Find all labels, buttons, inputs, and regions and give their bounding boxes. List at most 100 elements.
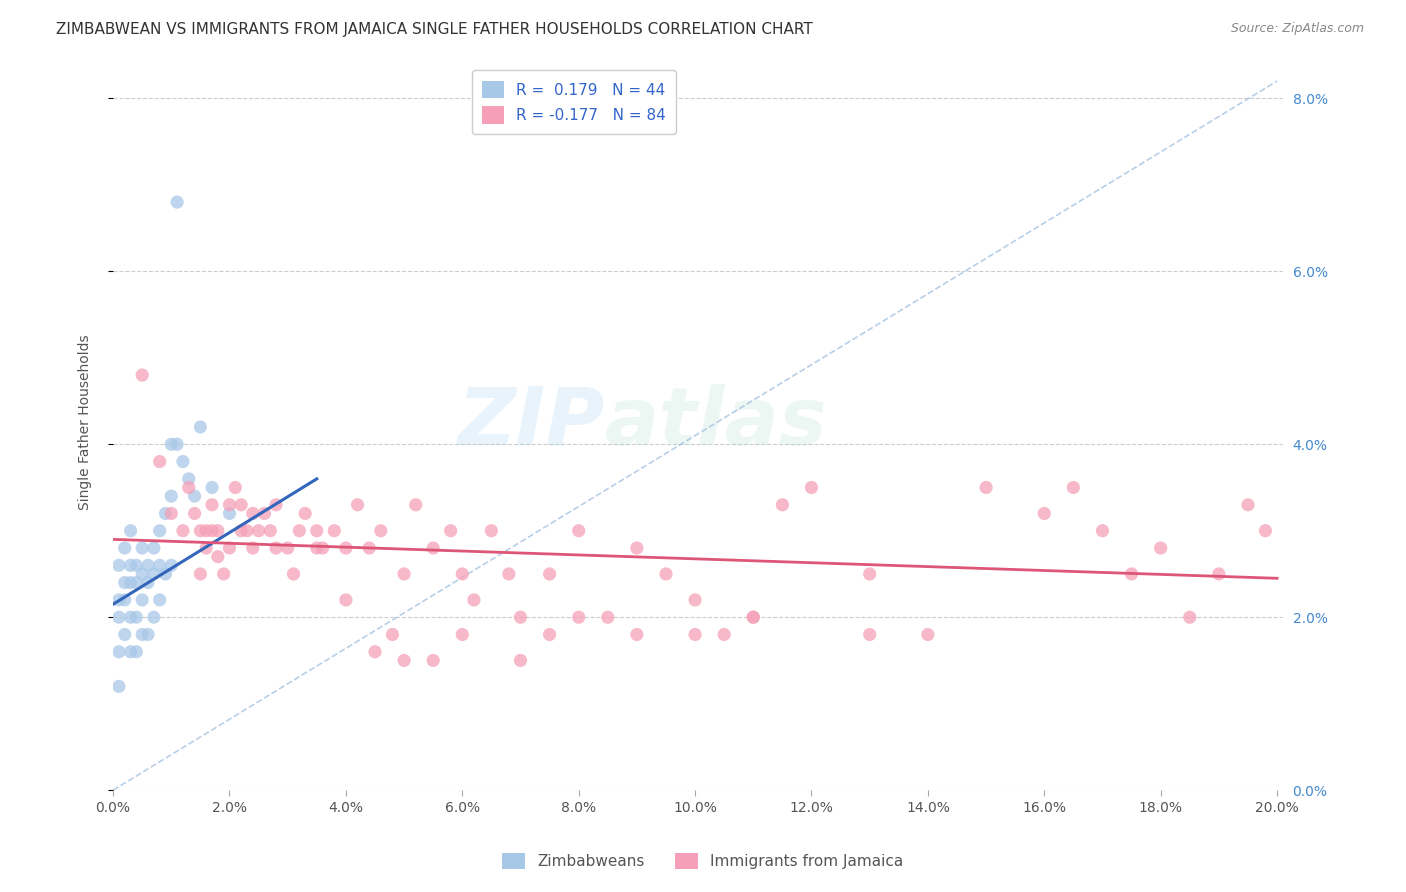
Point [120, 645, 142, 659]
Point [305, 541, 328, 555]
Point [108, 645, 131, 659]
Point [231, 524, 253, 538]
Point [218, 507, 240, 521]
Point [463, 593, 485, 607]
Point [742, 610, 765, 624]
Point [1208, 566, 1230, 581]
Text: Source: ZipAtlas.com: Source: ZipAtlas.com [1230, 22, 1364, 36]
Point [859, 627, 882, 641]
Point [305, 524, 328, 538]
Point [440, 524, 463, 538]
Point [236, 524, 259, 538]
Point [160, 437, 183, 451]
Point [114, 627, 136, 641]
Y-axis label: Single Father Households: Single Father Households [79, 334, 93, 510]
Point [172, 524, 194, 538]
Point [218, 541, 240, 555]
Point [149, 593, 172, 607]
Point [160, 489, 183, 503]
Point [713, 627, 735, 641]
Point [346, 498, 368, 512]
Point [1033, 507, 1056, 521]
Point [392, 566, 415, 581]
Point [131, 627, 153, 641]
Point [201, 524, 224, 538]
Point [335, 593, 357, 607]
Point [108, 679, 131, 693]
Point [538, 566, 561, 581]
Point [259, 524, 281, 538]
Point [1178, 610, 1201, 624]
Point [655, 566, 678, 581]
Point [207, 549, 229, 564]
Point [1121, 566, 1143, 581]
Point [359, 541, 381, 555]
Point [242, 541, 264, 555]
Point [683, 593, 706, 607]
Point [136, 575, 159, 590]
Point [917, 627, 939, 641]
Point [142, 541, 165, 555]
Point [800, 481, 823, 495]
Point [479, 524, 502, 538]
Point [264, 541, 287, 555]
Point [770, 498, 793, 512]
Point [108, 558, 131, 573]
Point [422, 541, 444, 555]
Point [160, 507, 183, 521]
Point [195, 524, 218, 538]
Point [288, 524, 311, 538]
Point [1150, 541, 1173, 555]
Point [125, 645, 148, 659]
Point [166, 195, 188, 210]
Point [626, 541, 648, 555]
Point [231, 498, 253, 512]
Point [120, 558, 142, 573]
Point [253, 507, 276, 521]
Point [683, 627, 706, 641]
Point [323, 524, 346, 538]
Point [136, 558, 159, 573]
Point [335, 541, 357, 555]
Point [131, 368, 153, 382]
Point [364, 645, 387, 659]
Point [190, 566, 212, 581]
Point [125, 575, 148, 590]
Point [283, 566, 305, 581]
Point [568, 610, 591, 624]
Point [155, 566, 177, 581]
Point [247, 524, 270, 538]
Point [201, 481, 224, 495]
Point [509, 653, 531, 667]
Point [149, 524, 172, 538]
Point [277, 541, 299, 555]
Point [120, 575, 142, 590]
Point [509, 610, 531, 624]
Point [974, 481, 997, 495]
Legend: Zimbabweans, Immigrants from Jamaica: Zimbabweans, Immigrants from Jamaica [496, 847, 910, 875]
Point [568, 524, 591, 538]
Point [294, 507, 316, 521]
Point [311, 541, 333, 555]
Point [177, 481, 200, 495]
Point [190, 524, 212, 538]
Point [596, 610, 619, 624]
Point [172, 454, 194, 468]
Point [149, 558, 172, 573]
Point [498, 566, 520, 581]
Point [131, 593, 153, 607]
Point [422, 653, 444, 667]
Point [392, 653, 415, 667]
Point [264, 498, 287, 512]
Point [120, 524, 142, 538]
Point [190, 420, 212, 434]
Point [201, 498, 224, 512]
Point [125, 558, 148, 573]
Text: atlas: atlas [605, 384, 827, 462]
Point [114, 541, 136, 555]
Point [742, 610, 765, 624]
Point [114, 593, 136, 607]
Point [142, 610, 165, 624]
Point [160, 558, 183, 573]
Point [224, 481, 246, 495]
